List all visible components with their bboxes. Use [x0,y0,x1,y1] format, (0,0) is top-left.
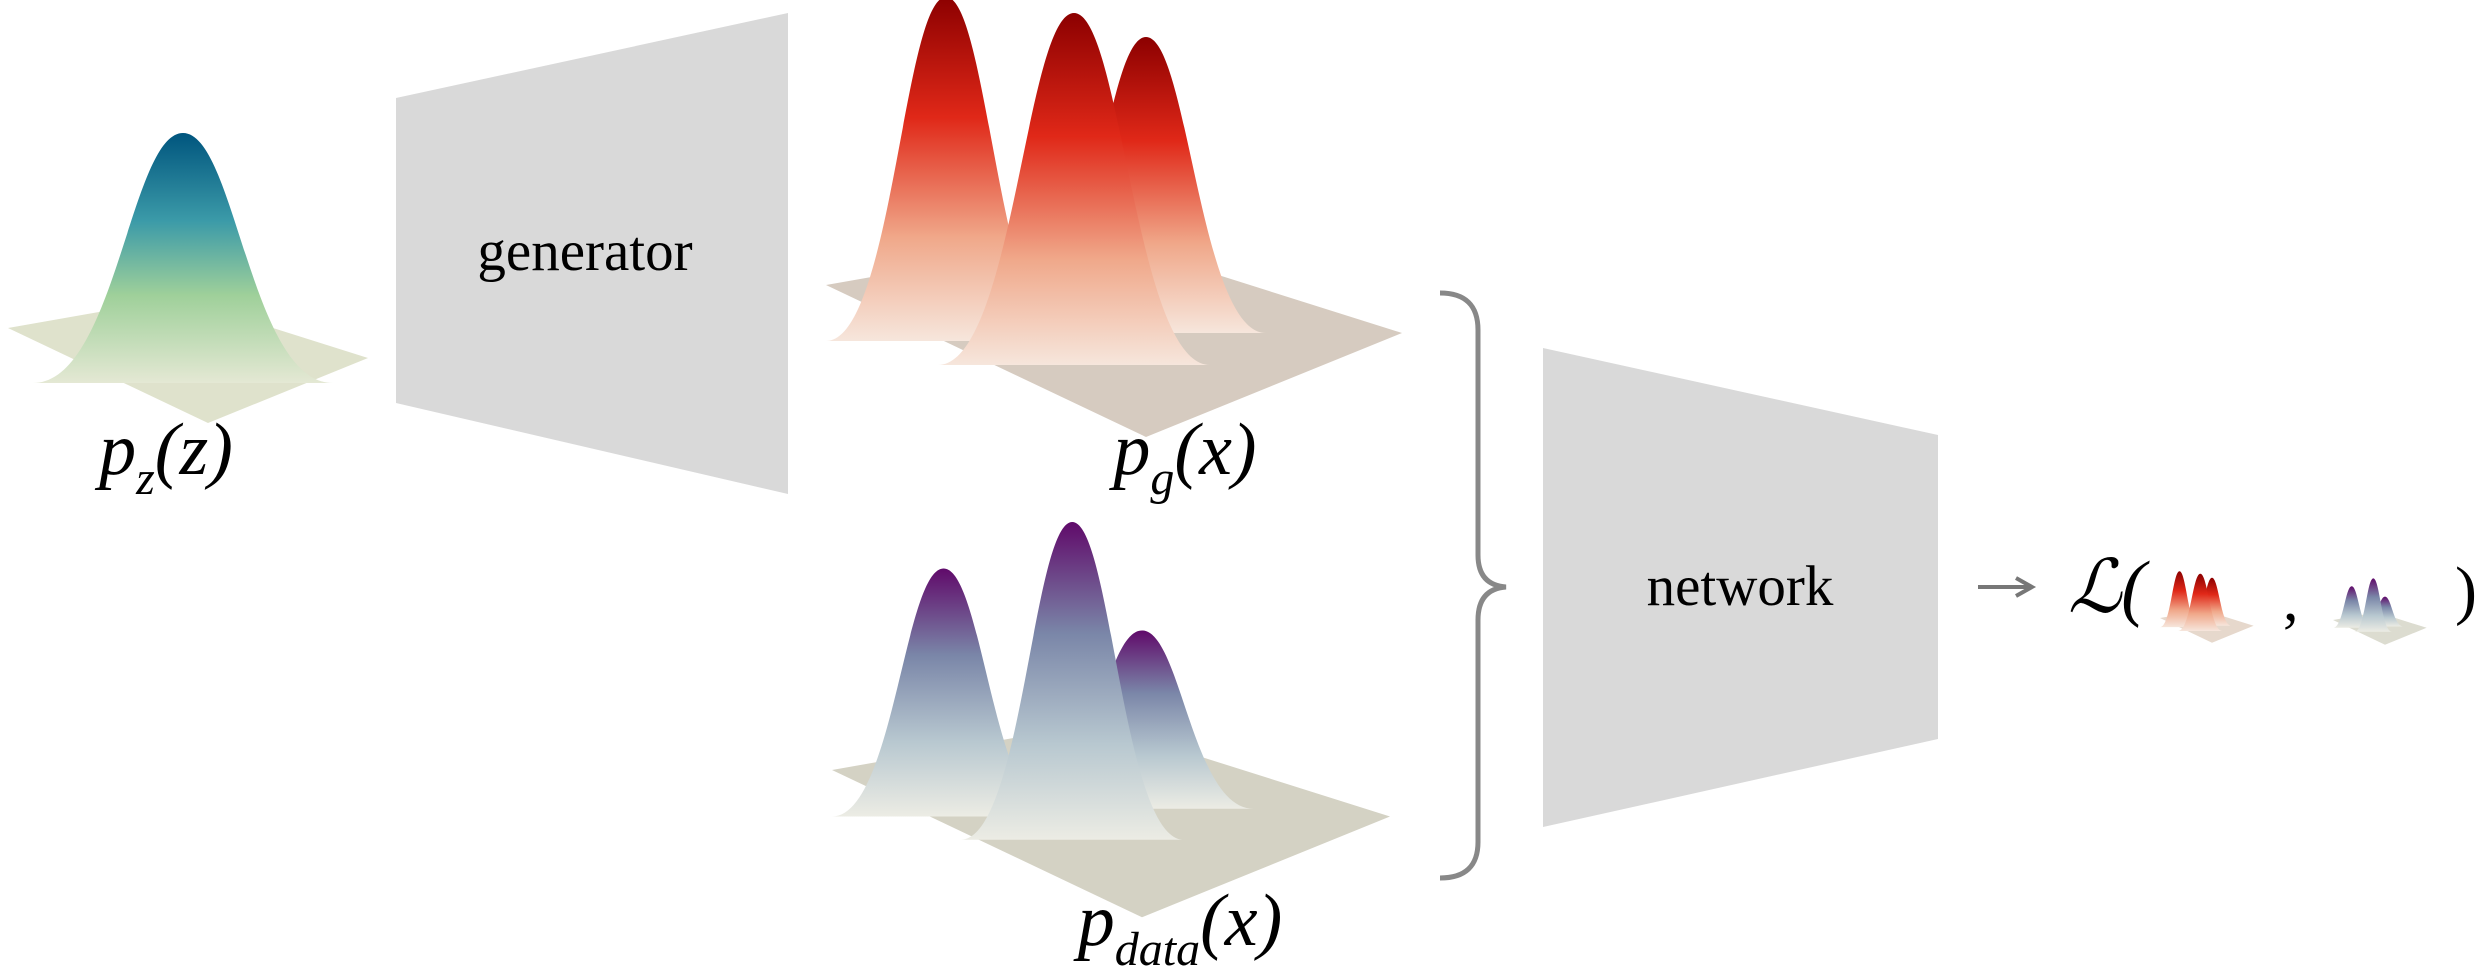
generator-label: generator [477,220,692,283]
symbol: p [94,409,136,491]
subscript: data [1115,923,1200,967]
loss-open: ℒ( [2068,547,2150,629]
argument: (x) [1200,880,1282,962]
pz-label: pz(z) [94,409,233,505]
loss-close: ) [2455,554,2477,627]
symbol: p [1108,409,1150,491]
subscript: z [135,452,155,505]
argument: (x) [1174,409,1256,491]
symbol: p [1073,880,1115,962]
pg-label: pg(x) [1108,409,1256,505]
subscript: g [1150,452,1174,505]
network-label: network [1647,555,1834,618]
argument: (z) [155,409,233,491]
diagram: generator network pz(z) pg(x) pdata(x) ℒ… [0,0,2481,967]
loss-separator: , [2283,566,2299,634]
brace [1440,293,1506,878]
